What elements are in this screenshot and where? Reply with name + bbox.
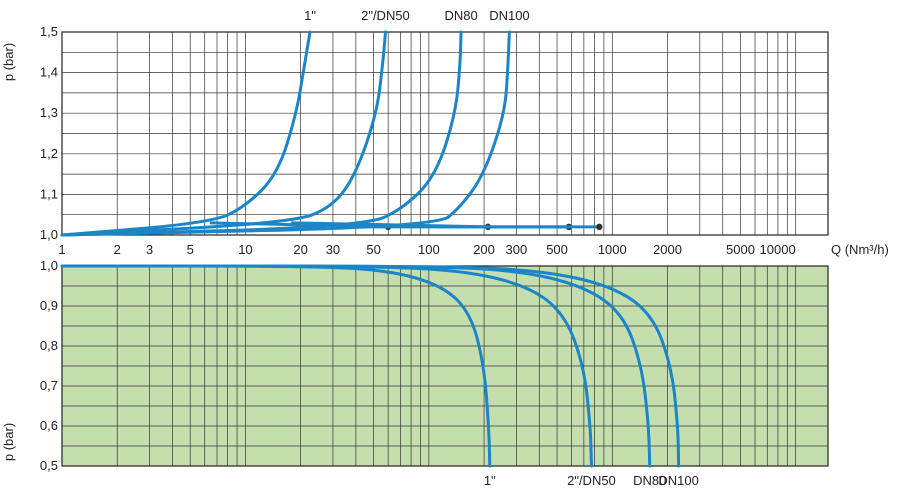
x-tick-label: 2000 (653, 242, 682, 257)
x-tick-label: 500 (546, 242, 568, 257)
x-tick-label: 20 (293, 242, 307, 257)
y-tick-label: 1,2 (40, 146, 58, 161)
x-tick-label: 3 (146, 242, 153, 257)
x-tick-label: 2 (114, 242, 121, 257)
x-tick-label: 1 (58, 242, 65, 257)
y-tick-label: 0,9 (40, 298, 58, 313)
y-tick-label: 1,4 (40, 65, 58, 80)
curve-4 (60, 264, 681, 468)
curve-1 (60, 30, 312, 237)
x-tick-label: 10 (238, 242, 252, 257)
x-tick-label: 200 (473, 242, 495, 257)
x-tick-label: 5000 (726, 242, 755, 257)
connector-line-1 (209, 221, 390, 229)
point-marker-4 (596, 223, 603, 231)
y-tick-label: 1,5 (40, 24, 58, 39)
x-tick-label: 1000 (598, 242, 627, 257)
curve-label-3: DN80 (445, 8, 478, 23)
chart-panel-2: 1,0 0,9 0,8 0,7 0,6 0,5 p (bar) 1" 2"/DN50 DN80DN… (1, 258, 829, 488)
x-tick-label: 30 (326, 242, 340, 257)
y-axis-label: p (bar) (1, 423, 16, 461)
x-tick-label: 10000 (760, 242, 796, 257)
chart-panel-1: 1,0 1,1 1,2 1,3 1,4 1,5 p (bar) 1" 2"/DN50 DN80 DN… (1, 8, 829, 242)
curve-2 (60, 30, 387, 237)
x-tick-label: 100 (418, 242, 440, 257)
y-tick-label: 1,0 (40, 258, 58, 273)
curve-label-2: 2"/DN50 (361, 8, 410, 23)
x-tick-label: 5 (187, 242, 194, 257)
y-tick-label: 0,6 (40, 418, 58, 433)
y-tick-label: 0,8 (40, 338, 58, 353)
x-axis-label: Q (Nm³/h) (831, 242, 889, 257)
y-tick-label: 1,1 (40, 186, 58, 201)
y-tick-label: 0,5 (40, 458, 58, 473)
x-tick-label: 300 (506, 242, 528, 257)
curve-label-2: 2"/DN50 (567, 473, 616, 488)
curve-label-1: 1" (304, 8, 316, 23)
curve-label-1: 1" (484, 473, 496, 488)
curve-label-4: DN100 (489, 8, 529, 23)
curve-label-3: DN80 (633, 473, 666, 488)
y-axis-label: p (bar) (1, 43, 16, 81)
x-tick-label: 50 (366, 242, 380, 257)
plot-frame (61, 31, 829, 236)
curve-label-4: DN100 (658, 473, 698, 488)
y-tick-label: 1,0 (40, 227, 58, 242)
y-tick-label: 1,3 (40, 105, 58, 120)
y-tick-label: 0,7 (40, 378, 58, 393)
